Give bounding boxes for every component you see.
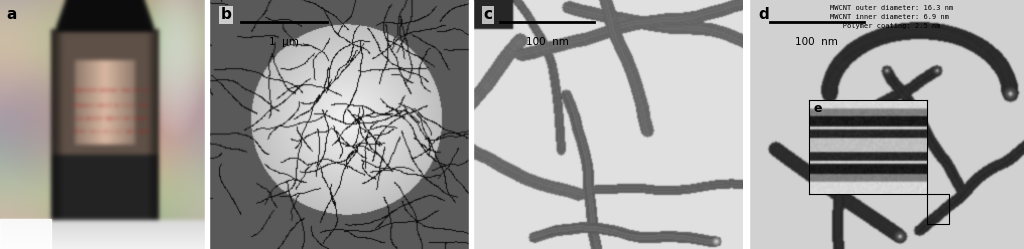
Bar xyxy=(0,219,51,249)
Text: a: a xyxy=(6,7,16,22)
Text: 100  nm: 100 nm xyxy=(525,37,568,47)
Text: c: c xyxy=(484,7,493,22)
Text: e: e xyxy=(814,102,822,116)
Text: 1  μm: 1 μm xyxy=(269,37,299,47)
Text: d: d xyxy=(759,7,769,22)
Text: MWCNT outer diameter: 16.3 nm
MWCNT inner diameter: 6.9 nm
   Polymer coating: 2: MWCNT outer diameter: 16.3 nm MWCNT inne… xyxy=(830,5,953,29)
Text: b: b xyxy=(220,7,231,22)
Bar xyxy=(928,194,949,224)
Text: 100  nm: 100 nm xyxy=(796,37,838,47)
